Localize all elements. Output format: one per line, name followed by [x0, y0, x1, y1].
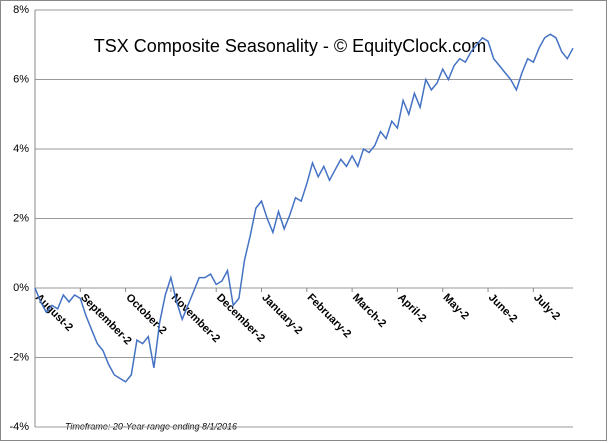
- series-line: [34, 33, 574, 383]
- y-tick-label: 0%: [13, 282, 29, 294]
- y-tick-label: 2%: [13, 212, 29, 224]
- y-tick-label: 4%: [13, 143, 29, 155]
- footnote: Timeframe: 20-Year range ending 8/1/2016: [65, 421, 237, 431]
- y-tick-label: -2%: [9, 351, 29, 363]
- y-tick-label: 8%: [13, 4, 29, 16]
- y-tick-label: -4%: [9, 421, 29, 433]
- chart-title: TSX Composite Seasonality - © EquityCloc…: [94, 36, 486, 56]
- y-tick-label: 6%: [13, 73, 29, 85]
